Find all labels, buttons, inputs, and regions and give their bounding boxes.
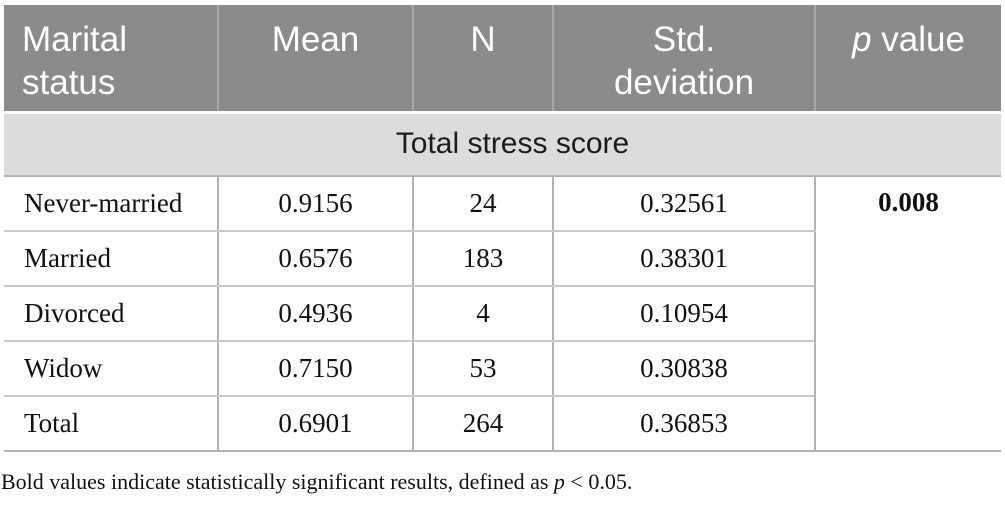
row-label: Total <box>4 396 218 452</box>
column-header-marital-status: Marital status <box>4 5 218 114</box>
row-label: Never-married <box>4 176 218 232</box>
row-label: Widow <box>4 341 218 397</box>
n-value: 4 <box>412 286 553 342</box>
footnote-text: Bold values indicate statistically signi… <box>1 469 554 494</box>
n-value: 53 <box>412 341 553 397</box>
std-deviation-value: 0.10954 <box>552 286 815 342</box>
column-header-std-deviation: Std. deviation <box>552 5 815 114</box>
std-deviation-value: 0.30838 <box>552 341 815 397</box>
column-header-mean: Mean <box>217 5 413 114</box>
n-value: 264 <box>412 396 553 452</box>
row-label: Divorced <box>4 286 218 342</box>
mean-value: 0.7150 <box>217 341 413 397</box>
marital-status-stress-table: Marital status Mean N Std. deviation p v… <box>4 5 1001 452</box>
column-header-p-value: p value <box>814 5 1001 114</box>
column-header-label: Marital status <box>22 20 128 102</box>
table-row: Divorced 0.4936 4 0.10954 <box>4 286 1001 342</box>
mean-value: 0.4936 <box>217 286 413 342</box>
column-header-n: N <box>412 5 553 114</box>
footnote-text: < 0.05. <box>564 469 633 494</box>
mean-value: 0.6901 <box>217 396 413 452</box>
table-row: Widow 0.7150 53 0.30838 <box>4 341 1001 397</box>
std-deviation-value: 0.32561 <box>552 176 815 232</box>
n-value: 24 <box>412 176 553 232</box>
stats-table-wrap: Marital status Mean N Std. deviation p v… <box>4 5 1001 452</box>
mean-value: 0.9156 <box>217 176 413 232</box>
section-title: Total stress score <box>4 112 1001 177</box>
mean-value: 0.6576 <box>217 231 413 287</box>
column-header-label: value <box>871 20 965 59</box>
table-row: Total 0.6901 264 0.36853 <box>4 396 1001 452</box>
section-row: Total stress score <box>4 112 1001 177</box>
std-deviation-value: 0.36853 <box>552 396 815 452</box>
column-header-label: N <box>470 20 496 59</box>
p-symbol: p <box>852 20 872 59</box>
table-row: Never-married 0.9156 24 0.32561 0.008 <box>4 176 1001 452</box>
footnote: Bold values indicate statistically signi… <box>1 469 1005 495</box>
p-value-cell: 0.008 <box>814 176 1001 452</box>
std-deviation-value: 0.38301 <box>552 231 815 287</box>
header-row: Marital status Mean N Std. deviation p v… <box>4 5 1001 114</box>
column-header-label: Mean <box>271 20 360 59</box>
table-row: Married 0.6576 183 0.38301 <box>4 231 1001 287</box>
p-symbol: p <box>553 469 565 494</box>
row-label: Married <box>4 231 218 287</box>
column-header-label: Std. deviation <box>613 20 755 102</box>
n-value: 183 <box>412 231 553 287</box>
